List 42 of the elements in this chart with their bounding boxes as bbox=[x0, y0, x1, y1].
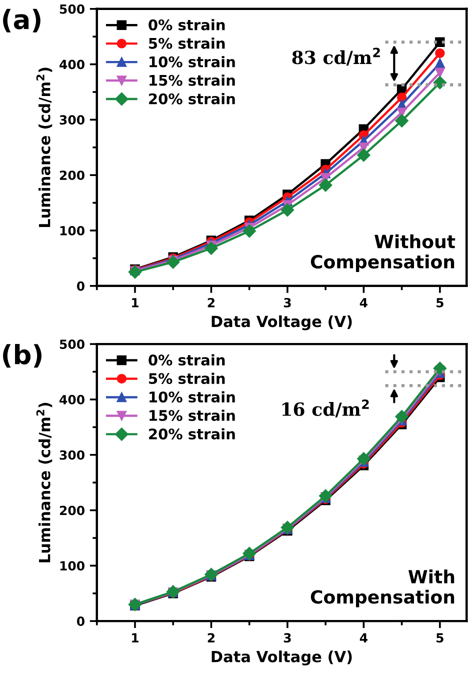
x-tick-label: 4 bbox=[360, 298, 368, 308]
x-tick-label: 3 bbox=[284, 633, 291, 643]
y-axis-title: Luminance (cd/m$^{2}$) bbox=[36, 402, 52, 562]
legend-label: 0% strain bbox=[148, 19, 225, 30]
x-axis-title: Data Voltage (V) bbox=[212, 315, 352, 330]
annotation: 83 cd/m$^{2}$ bbox=[292, 48, 380, 66]
legend-label: 15% strain bbox=[150, 410, 235, 422]
y-tick-label: 400 bbox=[60, 60, 84, 70]
legend-label: 20% strain bbox=[149, 428, 235, 440]
legend-label: 10% strain bbox=[150, 56, 235, 68]
x-tick-label: 2 bbox=[208, 298, 214, 308]
x-tick-label: 1 bbox=[132, 633, 138, 642]
legend-label: 15% strain bbox=[150, 74, 235, 86]
legend-label: 20% strain bbox=[149, 93, 235, 104]
y-axis-title: Luminance (cd/m$^{2}$) bbox=[36, 68, 52, 228]
y-tick-label: 300 bbox=[60, 115, 84, 125]
x-tick-label: 4 bbox=[360, 633, 368, 642]
y-tick-label: 400 bbox=[60, 394, 84, 404]
annotation: 16 cd/m$^{2}$ bbox=[282, 399, 369, 418]
legend-label: 10% strain bbox=[150, 391, 235, 403]
y-tick-label: 200 bbox=[60, 506, 84, 516]
annotation: Without Compensation bbox=[310, 234, 456, 272]
legend-label: 5% strain bbox=[149, 38, 225, 49]
y-tick-label: 300 bbox=[60, 450, 84, 460]
annotation: With Compensation bbox=[310, 570, 454, 608]
chart-title: (a) bbox=[3, 8, 40, 32]
x-tick-label: 2 bbox=[208, 633, 214, 642]
chart-title: (b) bbox=[3, 344, 42, 368]
y-tick-label: 100 bbox=[60, 561, 84, 571]
y-tick-label: 0 bbox=[76, 281, 84, 291]
legend-label: 5% strain bbox=[149, 372, 225, 384]
y-tick-label: 200 bbox=[60, 170, 84, 180]
x-tick-label: 1 bbox=[132, 298, 138, 308]
y-tick-label: 500 bbox=[60, 340, 84, 349]
y-tick-label: 0 bbox=[76, 616, 84, 626]
legend-label: 0% strain bbox=[148, 354, 225, 366]
y-tick-label: 500 bbox=[60, 4, 84, 14]
y-tick-label: 100 bbox=[60, 226, 84, 236]
x-tick-label: 3 bbox=[284, 298, 291, 308]
x-tick-label: 5 bbox=[436, 633, 444, 643]
x-tick-label: 5 bbox=[436, 298, 444, 308]
x-axis-title: Data Voltage (V) bbox=[212, 650, 352, 666]
